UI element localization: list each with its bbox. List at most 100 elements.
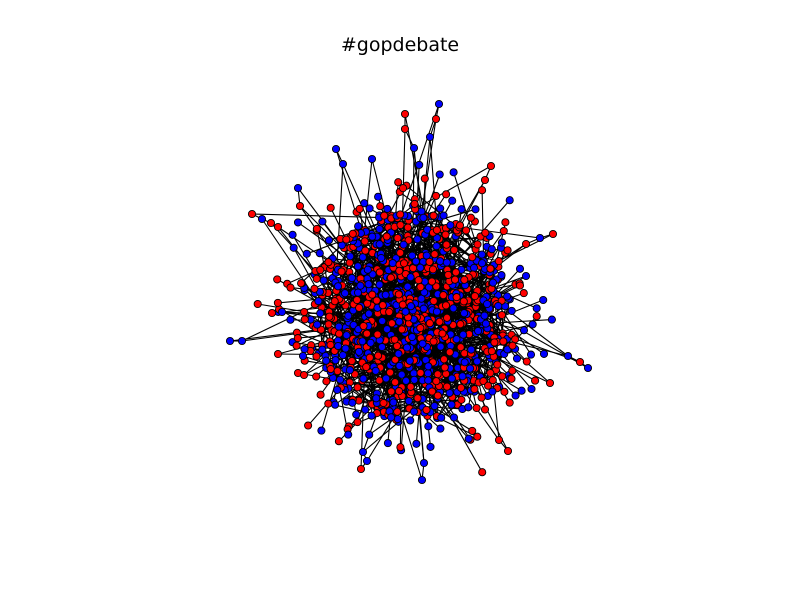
graph-node: [468, 253, 477, 262]
graph-edge: [491, 275, 527, 290]
graph-node: [300, 345, 309, 354]
graph-edge: [342, 163, 378, 241]
graph-node: [477, 250, 486, 259]
graph-node: [341, 344, 350, 353]
graph-node: [481, 319, 490, 328]
graph-node: [300, 307, 309, 317]
graph-node: [344, 311, 353, 320]
graph-node: [499, 337, 508, 346]
graph-node: [362, 456, 372, 466]
graph-node: [292, 341, 301, 350]
graph-node: [408, 332, 417, 342]
graph-node: [330, 297, 339, 306]
graph-node: [471, 205, 480, 214]
graph-node: [386, 273, 395, 282]
graph-node: [456, 383, 466, 392]
graph-node: [427, 277, 436, 286]
graph-node: [406, 273, 415, 282]
graph-node: [375, 376, 384, 385]
graph-node: [355, 204, 364, 213]
graph-node: [317, 426, 326, 435]
graph-node: [494, 301, 503, 311]
graph-node: [505, 196, 514, 205]
graph-edge: [251, 213, 398, 219]
graph-node: [473, 432, 482, 441]
graph-node: [383, 439, 392, 448]
graph-node: [313, 320, 322, 329]
graph-node: [289, 243, 298, 252]
graph-node: [432, 307, 441, 316]
graph-node: [273, 275, 282, 284]
graph-node: [440, 363, 449, 372]
graph-node: [302, 249, 311, 258]
graph-node: [428, 387, 437, 396]
graph-node: [444, 270, 453, 279]
graph-node: [394, 387, 404, 396]
graph-node: [456, 343, 465, 352]
graph-node: [448, 196, 457, 205]
graph-node: [460, 349, 469, 358]
graph-node: [483, 299, 492, 309]
graph-node: [338, 159, 348, 169]
graph-node: [493, 360, 502, 369]
graph-node: [405, 356, 414, 365]
graph-node: [429, 211, 438, 220]
graph-node: [383, 204, 392, 213]
graph-node: [393, 414, 402, 424]
graph-node: [515, 264, 525, 273]
graph-node: [362, 362, 371, 372]
graph-node: [324, 399, 333, 408]
graph-node: [410, 199, 419, 208]
graph-node: [396, 443, 405, 452]
graph-node: [382, 232, 391, 241]
graph-node: [375, 240, 384, 249]
graph-node: [469, 263, 479, 272]
graph-node: [449, 168, 458, 177]
graph-node: [312, 372, 321, 381]
graph-node: [424, 362, 433, 371]
graph-node: [387, 319, 396, 328]
graph-node: [371, 366, 380, 375]
graph-node: [352, 295, 362, 305]
graph-node: [333, 385, 342, 394]
graph-node: [528, 320, 537, 329]
graph-node: [363, 265, 372, 274]
graph-node: [478, 186, 487, 195]
graph-node: [394, 178, 403, 187]
graph-node: [409, 143, 419, 153]
graph-node: [401, 307, 410, 316]
graph-node: [507, 374, 516, 383]
graph-node: [429, 337, 438, 346]
graph-node: [322, 377, 331, 386]
graph-node: [449, 304, 458, 313]
graph-node: [439, 355, 449, 364]
graph-node: [512, 354, 522, 363]
graph-node: [497, 310, 506, 320]
graph-node: [409, 407, 419, 416]
graph-node: [378, 301, 387, 310]
graph-node: [424, 376, 433, 385]
graph-node: [442, 258, 451, 267]
graph-node: [442, 313, 452, 322]
graph-node: [293, 334, 302, 343]
graph-node: [488, 376, 497, 385]
graph-node: [326, 364, 335, 374]
graph-node: [374, 192, 383, 201]
graph-node: [322, 356, 331, 365]
graph-node: [488, 278, 498, 287]
graph-node: [253, 299, 262, 309]
graph-node: [342, 331, 351, 340]
graph-node: [515, 281, 525, 290]
graph-node: [333, 367, 342, 376]
graph-node: [447, 400, 456, 409]
graph-node: [408, 251, 417, 260]
graph-node: [406, 302, 415, 311]
graph-node: [326, 340, 335, 349]
graph-node: [377, 342, 387, 352]
graph-node: [480, 311, 489, 320]
graph-node: [334, 341, 343, 351]
graph-node: [417, 475, 427, 485]
graph-node: [416, 263, 425, 272]
graph-node: [478, 468, 487, 477]
graph-node: [436, 204, 445, 213]
